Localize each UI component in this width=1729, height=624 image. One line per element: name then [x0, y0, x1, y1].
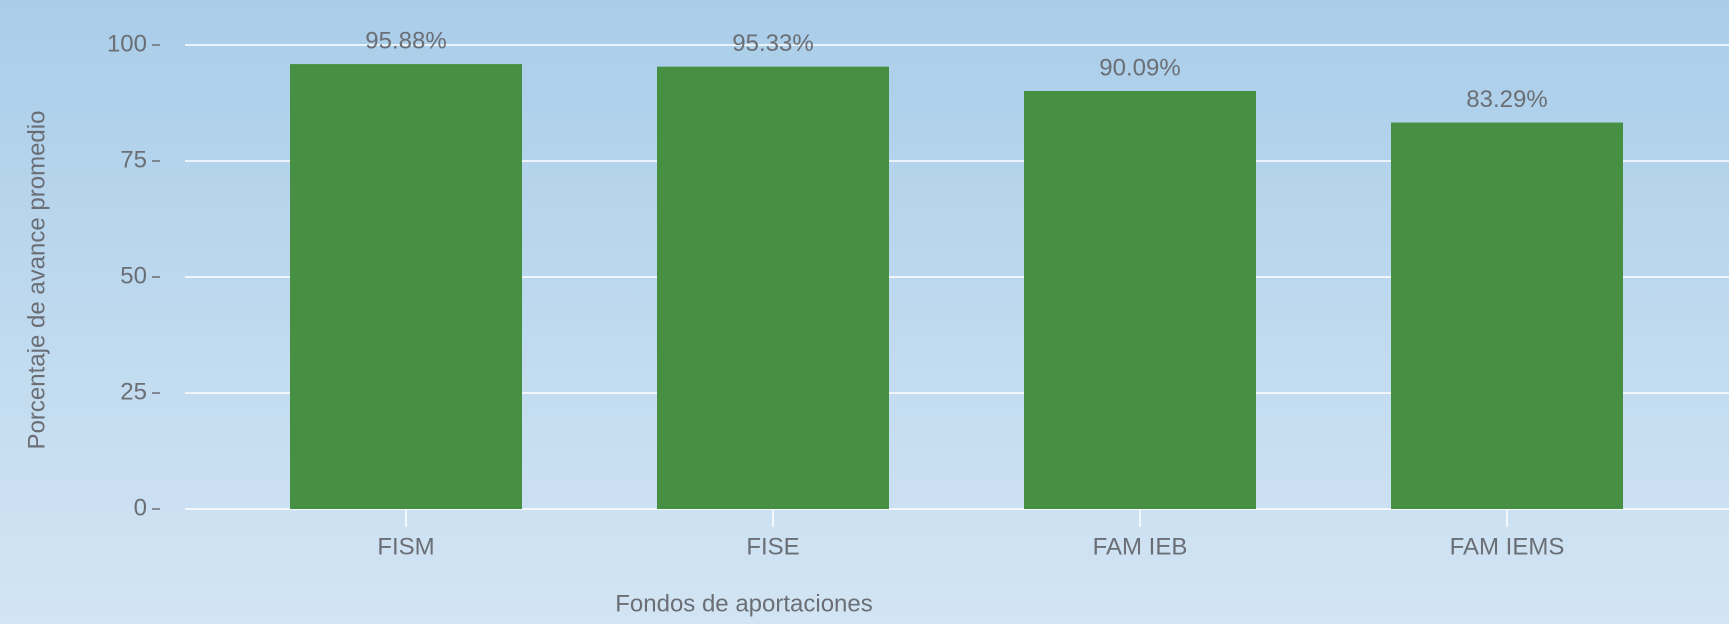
data-label: 90.09%: [1099, 54, 1180, 81]
y-tick-label: 25: [120, 378, 147, 405]
x-axis-label: Fondos de aportaciones: [615, 590, 873, 617]
bar: [290, 64, 522, 510]
bar: [657, 66, 889, 510]
bar: [1391, 122, 1623, 510]
data-label: 95.88%: [365, 27, 446, 54]
bar: [1024, 90, 1256, 510]
x-tick-label: FAM IEMS: [1450, 533, 1565, 560]
x-tick-label: FISM: [377, 533, 434, 560]
y-tick-label: 75: [120, 146, 147, 173]
x-tick-label: FISE: [746, 533, 799, 560]
y-axis-label: Porcentaje de avance promedio: [23, 111, 50, 450]
y-tick-label: 50: [120, 262, 147, 289]
data-label: 83.29%: [1466, 86, 1547, 113]
x-tick-label: FAM IEB: [1093, 533, 1188, 560]
y-tick-label: 0: [134, 494, 147, 521]
y-tick-label: 100: [107, 30, 147, 57]
data-label: 95.33%: [732, 30, 813, 57]
